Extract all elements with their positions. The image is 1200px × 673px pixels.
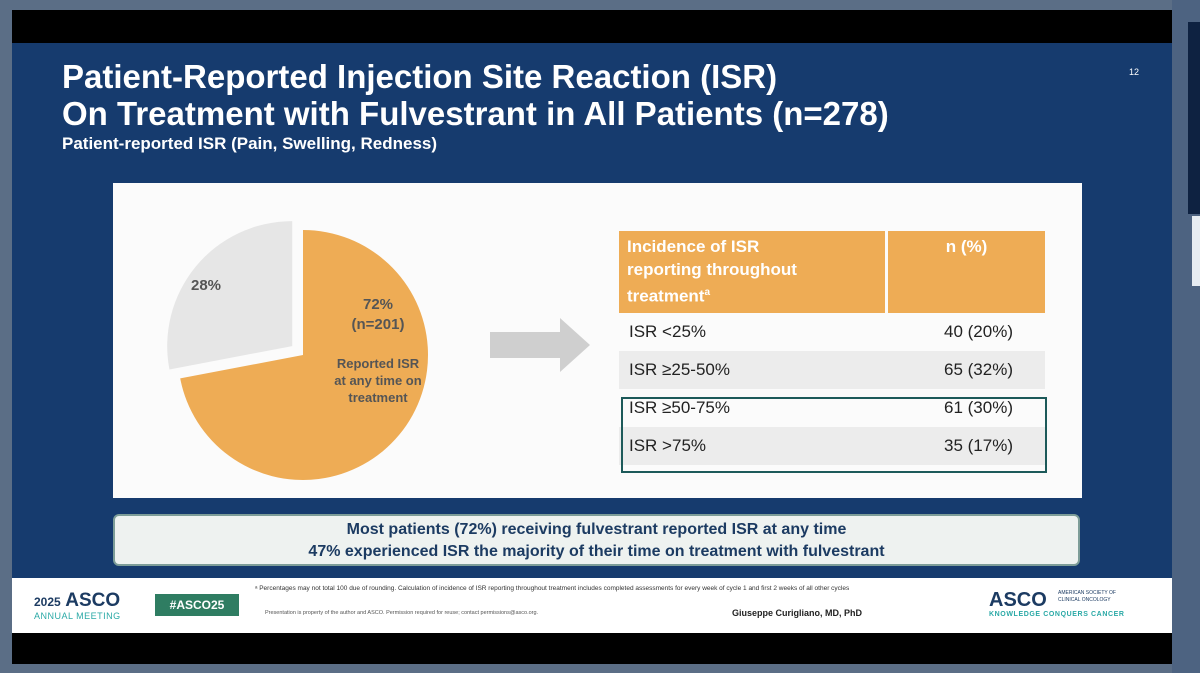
summary-line-1: Most patients (72%) receiving fulvestran… <box>346 521 847 538</box>
slide-number: 12 <box>1129 67 1140 77</box>
pie-slice-72 <box>180 230 429 480</box>
footnote: ᵃ Percentages may not total 100 due of r… <box>255 585 850 592</box>
summary-box: Most patients (72%) receiving fulvestran… <box>113 514 1080 566</box>
table-row: ISR <25% 40 (20%) <box>629 322 1013 341</box>
asco-meeting-label: ANNUAL MEETING <box>34 611 121 621</box>
hashtag-badge: #ASCO25 <box>155 594 239 616</box>
slide-footer: 2025 ASCO ANNUAL MEETING #ASCO25 ᵃ Perce… <box>12 578 1172 633</box>
summary-line-2: 47% experienced ISR the majority of thei… <box>308 543 885 560</box>
asco-meeting-logo: 2025 ASCO <box>34 590 121 611</box>
presentation-slide: Patient-Reported Injection Site Reaction… <box>12 43 1172 633</box>
pie-desc-line-1: Reported ISR <box>336 356 420 371</box>
pie-slice-28 <box>167 221 293 370</box>
slide-subtitle: Patient-reported ISR (Pain, Swelling, Re… <box>62 134 438 153</box>
property-note: Presentation is property of the author a… <box>265 610 539 616</box>
header-incidence: Incidence of ISR reporting throughout tr… <box>619 231 887 313</box>
table-row: ISR ≥50-75% 61 (30%) <box>629 398 1013 417</box>
content-panel: 28% 72% (n=201) Reported ISR at any time… <box>113 183 1082 498</box>
pie-desc-line-3: treatment <box>348 390 408 405</box>
title-line-1: Patient-Reported Injection Site Reaction… <box>62 58 778 95</box>
pie-label-pct: 72% <box>362 296 394 313</box>
pie-label-28: 28% <box>191 277 222 294</box>
slide-title: Patient-Reported Injection Site Reaction… <box>62 58 889 132</box>
asco-tagline: KNOWLEDGE CONQUERS CANCER <box>989 611 1125 618</box>
table-row: ISR >75% 35 (17%) <box>619 427 1045 465</box>
side-panel-tab[interactable] <box>1188 22 1200 214</box>
highlight-box <box>621 397 1047 473</box>
pie-label-72: 72% (n=201) <box>328 295 428 335</box>
side-panel-strip <box>1192 216 1200 286</box>
table-row: ISR ≥25-50% 65 (32%) <box>619 351 1045 389</box>
pie-label-description: Reported ISR at any time on treatment <box>313 355 443 406</box>
asco-logo: ASCO <box>989 589 1047 611</box>
right-arrow-icon <box>490 318 590 372</box>
header-n-percent: n (%) <box>885 231 1045 313</box>
pie-chart <box>167 221 429 480</box>
title-line-2: On Treatment with Fulvestrant in All Pat… <box>62 95 889 132</box>
asco-logo-subtitle: AMERICAN SOCIETY OF CLINICAL ONCOLOGY <box>1058 590 1116 603</box>
author-name: Giuseppe Curigliano, MD, PhD <box>732 608 863 618</box>
pie-desc-line-2: at any time on <box>334 373 422 388</box>
table-header-row: Incidence of ISR reporting throughout tr… <box>619 231 1045 313</box>
pie-label-n: (n=201) <box>351 316 405 333</box>
window-edge <box>1172 0 1200 673</box>
isr-incidence-table: Incidence of ISR reporting throughout tr… <box>619 231 1045 465</box>
